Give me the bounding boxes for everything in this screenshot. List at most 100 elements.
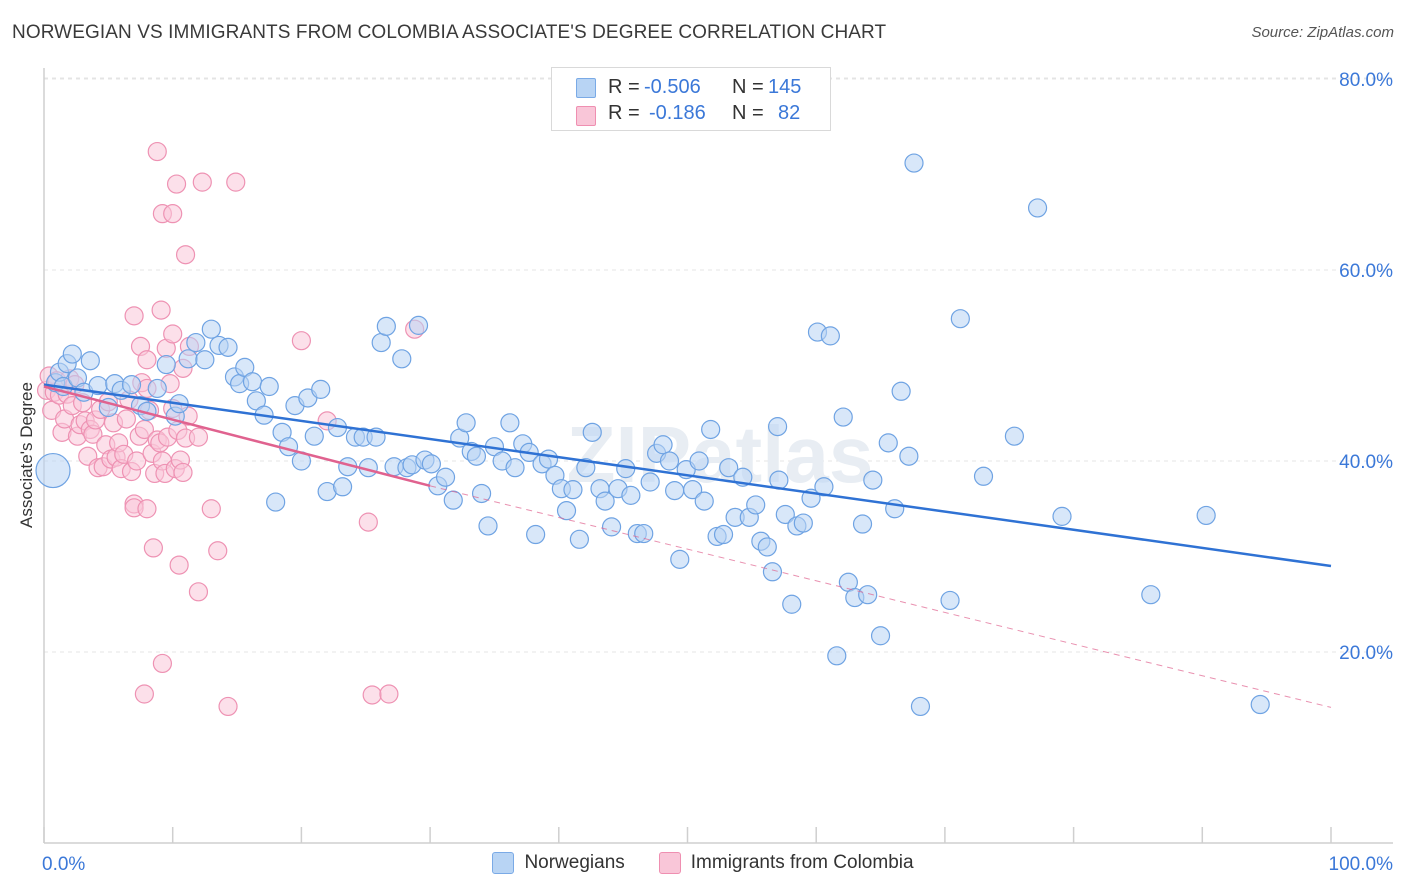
stats-n-label: N = [732, 76, 764, 98]
data-point-norwegians [218, 337, 238, 357]
y-tick-label: 60.0% [1339, 261, 1393, 282]
data-point-norwegians [147, 378, 167, 399]
data-point-norwegians [863, 470, 883, 490]
data-point-norwegians [156, 354, 176, 375]
series-norwegians-points [35, 153, 1270, 717]
data-point-norwegians [1027, 198, 1048, 218]
data-point-norwegians [852, 514, 873, 534]
y-axis-label: Associate's Degree [17, 382, 36, 528]
data-point-norwegians [456, 413, 476, 433]
data-point-norwegians [505, 458, 525, 478]
data-point-colombia [163, 204, 183, 224]
data-point-norwegians [659, 451, 680, 471]
data-point-norwegians [538, 449, 559, 469]
stats-r-value: -0.506 [644, 76, 701, 98]
data-point-norwegians [767, 417, 788, 437]
data-point-norwegians [392, 349, 412, 369]
y-tick-label: 40.0% [1339, 452, 1393, 473]
legend-label: Norwegians [524, 852, 625, 873]
data-point-norwegians [634, 523, 654, 544]
data-point-norwegians [689, 451, 709, 471]
data-point-norwegians [858, 585, 878, 605]
data-point-norwegians [443, 490, 463, 510]
data-point-colombia [127, 451, 147, 471]
data-point-norwegians [35, 452, 71, 489]
data-point-colombia [379, 684, 399, 704]
stats-box: R = -0.506 N = 145 R = -0.186 N = 82 [551, 67, 831, 131]
data-point-norwegians [833, 407, 853, 427]
data-point-norwegians [266, 492, 286, 512]
stats-n-value: 82 [778, 102, 801, 124]
trend-line-colombia-dashed [429, 485, 1332, 708]
trend-lines [43, 383, 1332, 708]
data-point-colombia [173, 462, 193, 483]
data-point-norwegians [526, 524, 546, 545]
legend-swatch-blue [492, 852, 515, 874]
data-point-norwegians [782, 594, 802, 614]
data-point-norwegians [563, 480, 583, 500]
tick-labels: 20.0% 40.0% 60.0% 80.0% 0.0% 100.0% [42, 70, 1393, 875]
data-point-norwegians [178, 349, 198, 369]
data-point-norwegians [201, 319, 221, 339]
data-point-norwegians [186, 332, 206, 353]
data-point-norwegians [311, 379, 331, 399]
data-point-norwegians [870, 626, 891, 646]
data-point-colombia [226, 172, 246, 192]
data-point-norwegians [653, 435, 673, 455]
data-point-norwegians [478, 516, 498, 536]
data-point-norwegians [640, 472, 660, 492]
legend-item-norwegians[interactable]: Norwegians [492, 852, 625, 874]
data-point-colombia [188, 582, 209, 602]
legend-item-colombia[interactable]: Immigrants from Colombia [658, 852, 914, 874]
data-point-colombia [124, 306, 144, 326]
data-point-norwegians [878, 433, 898, 453]
stats-swatch-pink [576, 106, 596, 126]
data-point-colombia [362, 685, 382, 705]
data-point-norwegians [621, 485, 641, 505]
data-point-norwegians [904, 153, 924, 173]
data-point-norwegians [259, 376, 279, 397]
data-point-norwegians [746, 495, 766, 515]
data-point-norwegians [304, 426, 324, 446]
data-point-colombia [175, 245, 196, 265]
data-point-colombia [137, 350, 157, 370]
trend-line-colombia-solid [43, 385, 431, 488]
data-point-colombia [192, 172, 212, 192]
data-point-colombia [291, 331, 311, 351]
x-tick-label-max: 100.0% [1329, 854, 1394, 875]
data-point-norwegians [121, 375, 142, 395]
data-point-colombia [152, 653, 173, 674]
data-point-norwegians [569, 529, 589, 549]
data-point-norwegians [242, 372, 263, 392]
data-point-norwegians [1052, 506, 1072, 526]
data-point-colombia [358, 512, 378, 532]
stats-row-norwegians: R = -0.506 N = 145 [552, 72, 830, 102]
stats-r-value: -0.186 [649, 102, 706, 124]
data-point-colombia [169, 555, 189, 575]
stats-r-label: R = [608, 102, 640, 124]
data-point-norwegians [332, 477, 353, 497]
stats-n-value: 145 [768, 76, 802, 98]
data-point-colombia [218, 696, 238, 717]
data-point-colombia [151, 300, 171, 320]
data-point-norwegians [471, 483, 492, 504]
data-point-norwegians [820, 326, 840, 346]
data-point-colombia [166, 174, 187, 194]
data-point-norwegians [701, 419, 721, 440]
data-point-norwegians [683, 480, 703, 500]
trend-line-norwegians [43, 383, 1332, 568]
chart-title: NORWEGIAN VS IMMIGRANTS FROM COLOMBIA AS… [12, 22, 887, 43]
legend: Norwegians Immigrants from Colombia [0, 852, 1406, 874]
data-point-colombia [116, 409, 136, 429]
data-point-norwegians [576, 458, 596, 478]
source-label: Source: ZipAtlas.com [1251, 24, 1394, 41]
data-point-norwegians [670, 549, 690, 569]
data-point-norwegians [435, 467, 456, 487]
data-point-norwegians [891, 381, 911, 401]
y-tick-label: 80.0% [1339, 70, 1393, 91]
data-point-colombia [201, 499, 221, 519]
data-point-norwegians [1196, 505, 1216, 526]
data-point-norwegians [408, 315, 429, 335]
data-point-norwegians [80, 351, 100, 371]
